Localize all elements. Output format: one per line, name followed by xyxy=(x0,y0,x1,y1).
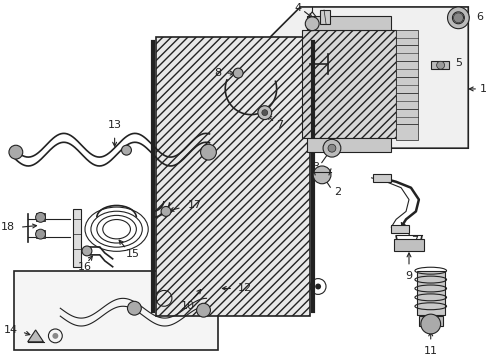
Circle shape xyxy=(36,212,46,222)
Text: 7: 7 xyxy=(276,121,283,130)
Bar xyxy=(394,239,424,251)
Text: 4: 4 xyxy=(295,3,302,13)
Circle shape xyxy=(305,17,319,31)
Bar xyxy=(396,77,418,93)
Text: 16: 16 xyxy=(78,262,92,272)
Bar xyxy=(320,10,330,24)
Circle shape xyxy=(313,166,331,184)
Polygon shape xyxy=(28,330,44,342)
Circle shape xyxy=(161,207,171,216)
Circle shape xyxy=(315,284,321,289)
Text: 5: 5 xyxy=(455,58,463,68)
Text: 3: 3 xyxy=(313,162,319,172)
Bar xyxy=(307,138,391,152)
Circle shape xyxy=(52,333,58,339)
Bar xyxy=(36,213,46,221)
Bar xyxy=(419,316,442,326)
Bar xyxy=(156,37,310,316)
Bar xyxy=(373,174,391,182)
Circle shape xyxy=(200,144,217,160)
Bar xyxy=(396,61,418,77)
Circle shape xyxy=(196,303,210,317)
Text: 12: 12 xyxy=(238,283,252,293)
Bar xyxy=(396,125,418,140)
Bar xyxy=(14,271,219,350)
Text: 11: 11 xyxy=(424,346,438,356)
Bar xyxy=(391,225,409,233)
Circle shape xyxy=(258,106,271,120)
Text: 13: 13 xyxy=(108,120,122,130)
Circle shape xyxy=(127,301,141,315)
Text: 15: 15 xyxy=(125,249,140,259)
Text: 9: 9 xyxy=(405,271,413,281)
Bar xyxy=(417,271,444,315)
Circle shape xyxy=(82,246,92,256)
Circle shape xyxy=(233,68,243,78)
Text: 17: 17 xyxy=(188,201,202,211)
Bar xyxy=(396,93,418,109)
Bar xyxy=(396,45,418,61)
Text: 10: 10 xyxy=(181,301,195,311)
Bar xyxy=(396,30,418,45)
Bar xyxy=(396,109,418,125)
Bar xyxy=(307,16,391,30)
Text: 8: 8 xyxy=(214,68,221,78)
Bar xyxy=(302,30,396,138)
Circle shape xyxy=(262,110,268,116)
Text: 2: 2 xyxy=(334,187,341,197)
Bar xyxy=(36,230,46,238)
Text: 14: 14 xyxy=(4,325,18,335)
Circle shape xyxy=(9,145,23,159)
Circle shape xyxy=(437,61,444,69)
Circle shape xyxy=(36,229,46,239)
Bar xyxy=(73,210,81,267)
Text: 1: 1 xyxy=(480,84,487,94)
Circle shape xyxy=(328,144,336,152)
Text: 6: 6 xyxy=(476,12,483,22)
Circle shape xyxy=(122,145,131,155)
Bar xyxy=(431,61,448,69)
Circle shape xyxy=(421,314,441,334)
Text: 7: 7 xyxy=(412,236,418,246)
Circle shape xyxy=(323,139,341,157)
Polygon shape xyxy=(270,7,468,148)
Circle shape xyxy=(453,13,464,23)
Text: 18: 18 xyxy=(1,222,15,232)
